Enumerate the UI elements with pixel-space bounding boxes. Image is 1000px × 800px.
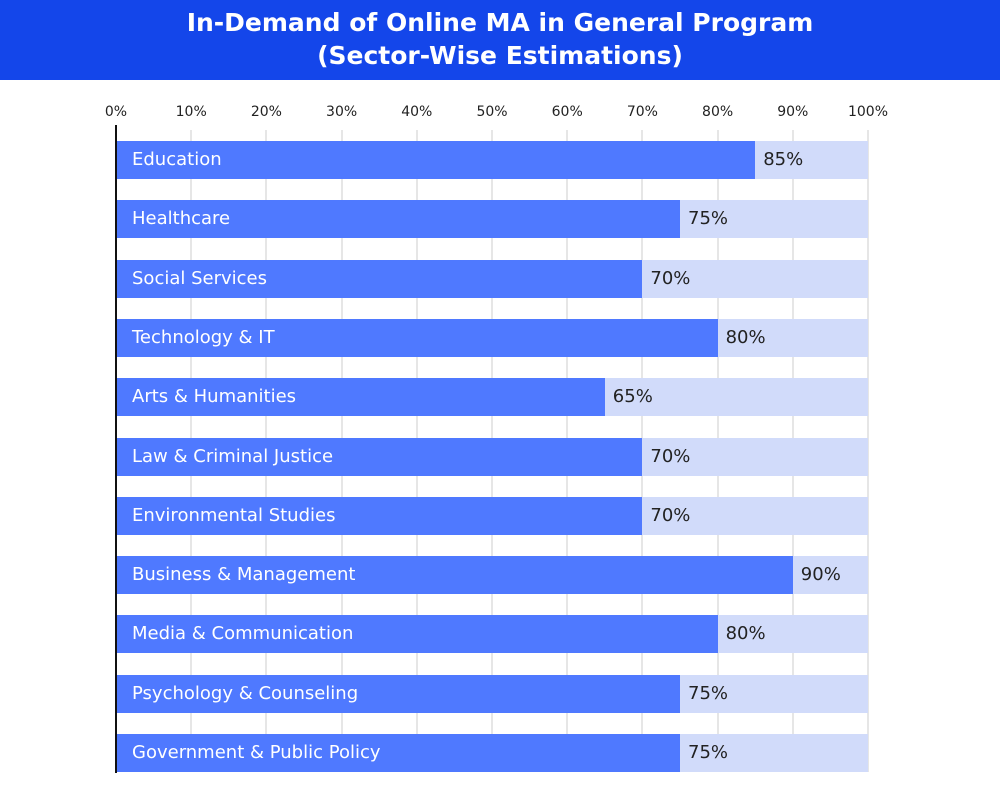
- value-label: 70%: [650, 504, 691, 526]
- category-label: Psychology & Counseling: [132, 682, 359, 704]
- category-label: Environmental Studies: [132, 504, 336, 526]
- category-label: Arts & Humanities: [132, 386, 297, 408]
- value-label: 90%: [800, 564, 841, 586]
- value-label: 80%: [725, 623, 766, 645]
- value-label: 75%: [688, 742, 729, 763]
- x-tick-label: 30%: [326, 104, 358, 120]
- bar: [116, 496, 643, 535]
- category-label: Technology & IT: [132, 326, 275, 348]
- chart-subtitle: (Sector-Wise Estimations): [317, 41, 683, 70]
- y-axis-line: [115, 125, 117, 773]
- x-tick-label: 80%: [702, 104, 734, 120]
- gridline: [867, 130, 869, 772]
- value-label: 75%: [688, 208, 729, 230]
- bar: [116, 200, 680, 239]
- x-tick-label: 100%: [847, 104, 889, 120]
- category-label: Law & Criminal Justice: [132, 445, 334, 467]
- bar: [116, 437, 643, 476]
- category-label: Media & Communication: [132, 623, 354, 645]
- x-tick-label: 60%: [551, 104, 583, 120]
- bar: [116, 556, 793, 595]
- category-label: Education: [132, 149, 222, 170]
- bar-chart: 0% 10% 20% 30% 40% 50% 60% 70% 80% 90% 100% Educati…: [0, 80, 1000, 800]
- category-label: Government & Public Policy: [132, 742, 381, 763]
- category-label: Healthcare: [132, 208, 231, 230]
- bar: [116, 259, 643, 298]
- x-tick-label: 40%: [401, 104, 433, 120]
- value-label: 70%: [650, 267, 691, 289]
- x-tick-label: 50%: [476, 104, 508, 120]
- x-tick-label: 90%: [777, 104, 809, 120]
- x-tick-label: 10%: [175, 104, 207, 120]
- bar: [116, 141, 756, 179]
- x-tick-label: 20%: [250, 104, 282, 120]
- x-tick-label: 0%: [104, 104, 128, 120]
- chart-title-banner: In-Demand of Online MA in General Progra…: [0, 0, 1000, 80]
- bar: [116, 378, 605, 417]
- category-label: Social Services: [132, 267, 267, 289]
- value-label: 70%: [650, 445, 691, 467]
- value-label: 65%: [612, 386, 653, 408]
- bar: [116, 615, 718, 654]
- category-label: Business & Management: [132, 564, 356, 586]
- x-tick-label: 70%: [626, 104, 658, 120]
- bar: [116, 734, 680, 772]
- bar: [116, 318, 718, 357]
- bar: [116, 674, 680, 713]
- value-label: 75%: [688, 682, 729, 704]
- chart-title: In-Demand of Online MA in General Progra…: [186, 8, 814, 37]
- value-label: 80%: [725, 326, 766, 348]
- value-label: 85%: [763, 149, 804, 170]
